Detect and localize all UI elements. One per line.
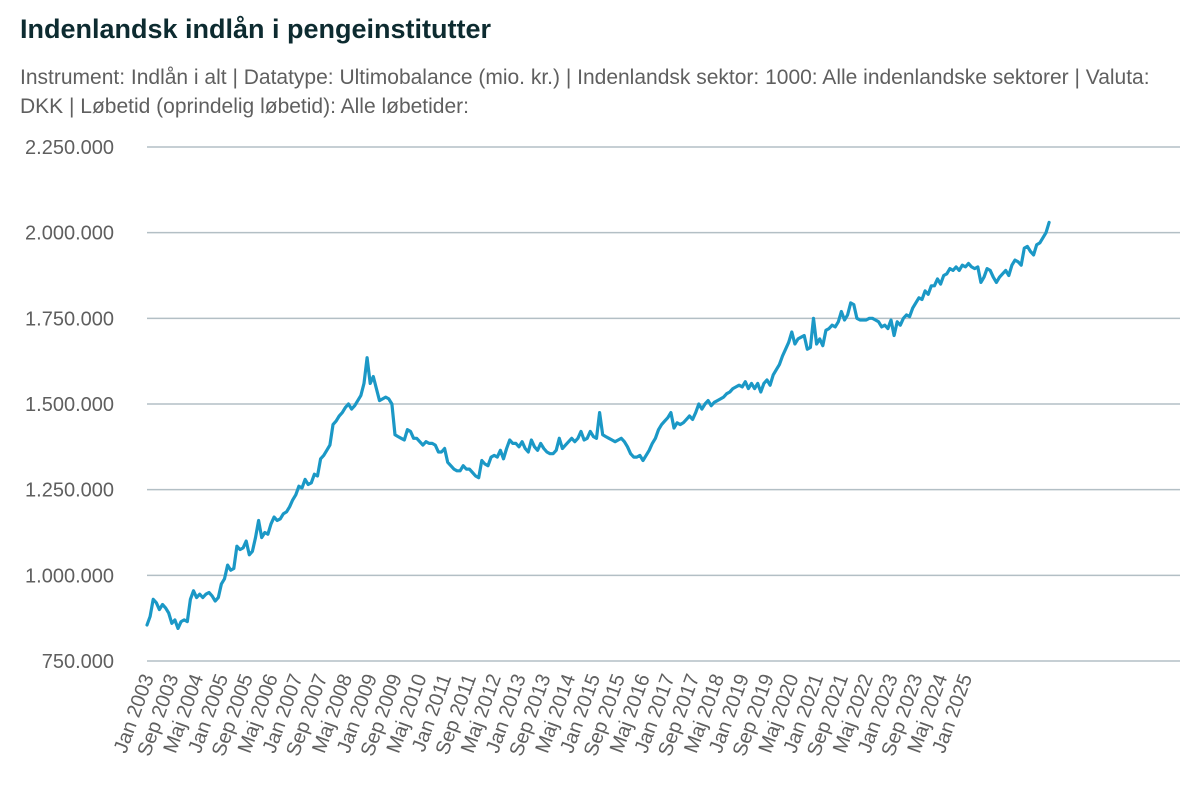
y-tick-label: 1.250.000: [25, 480, 114, 502]
y-tick-label: 2.250.000: [25, 137, 114, 159]
y-tick-label: 1.500.000: [25, 394, 114, 416]
y-tick-label: 1.750.000: [25, 308, 114, 330]
chart-subtitle: Instrument: Indlån i alt | Datatype: Ult…: [20, 66, 1150, 118]
gridlines: [147, 146, 1180, 662]
y-axis-tick-labels: 750.000 1.000.000 1.250.000 1.500.000 1.750.…: [25, 137, 114, 673]
chart-title: Indenlandsk indlån i pengeinstitutter: [20, 14, 492, 44]
series-layer: [145, 220, 1051, 631]
y-tick-label: 1.000.000: [25, 565, 114, 587]
y-tick-label: 750.000: [42, 651, 114, 673]
series-line: [145, 220, 1051, 631]
y-tick-label: 2.000.000: [25, 223, 114, 245]
